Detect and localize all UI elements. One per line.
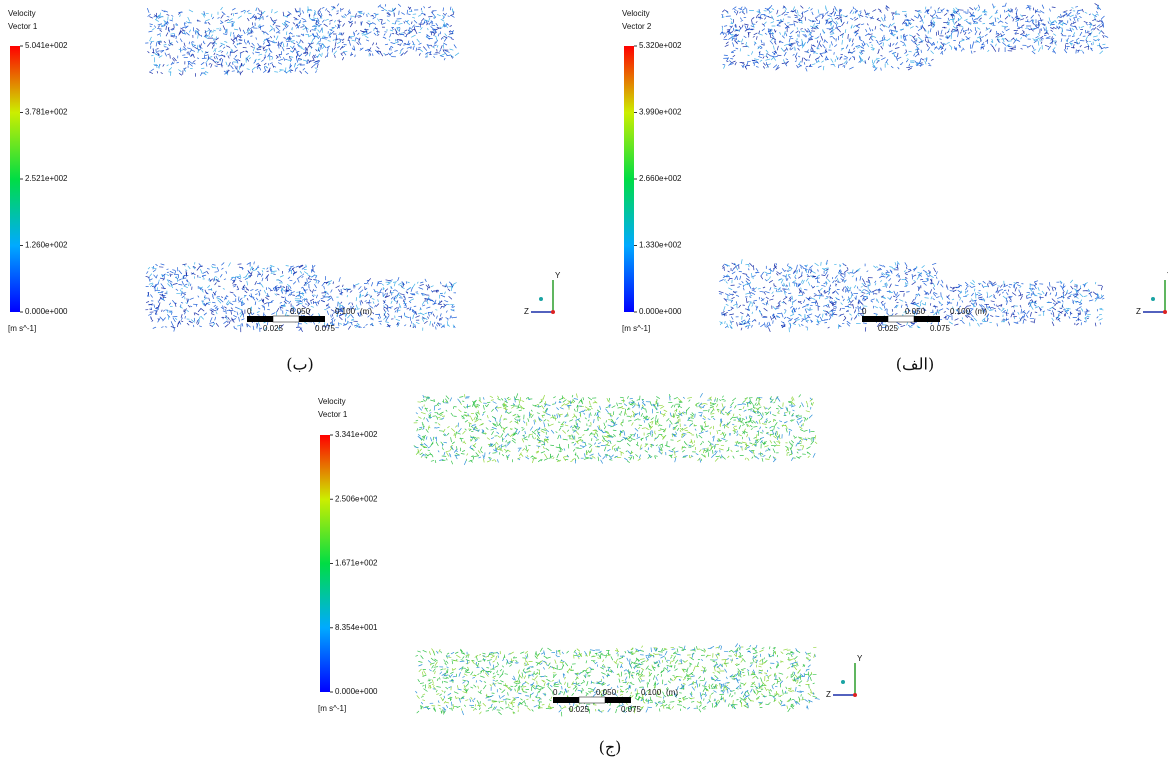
axis-x-dot bbox=[1151, 297, 1155, 301]
scale-block-white bbox=[888, 316, 914, 322]
colorbar-label: 1.330e+002 bbox=[639, 241, 682, 250]
scale-label: 0.075 bbox=[930, 324, 951, 333]
legend-subtitle: Vector 1 bbox=[8, 22, 38, 31]
scale-label: 0.075 bbox=[621, 705, 642, 714]
axis-x-dot bbox=[539, 297, 543, 301]
vector-arrows bbox=[148, 6, 455, 76]
scale-block bbox=[299, 316, 325, 322]
scale-label: 0 bbox=[247, 307, 252, 316]
colorbar-label: 3.781e+002 bbox=[25, 108, 68, 117]
axis-label: Z bbox=[524, 307, 529, 316]
scale-label: 0.025 bbox=[878, 324, 899, 333]
unit-label: [m s^-1] bbox=[622, 324, 650, 333]
unit-label: [m s^-1] bbox=[318, 704, 346, 713]
colorbar-label: 3.341e+002 bbox=[335, 430, 378, 439]
scale-label: 0.100 bbox=[641, 688, 662, 697]
colorbar-label: 2.660e+002 bbox=[639, 174, 682, 183]
colorbar-label: 2.521e+002 bbox=[25, 174, 68, 183]
caption: (ج) bbox=[599, 738, 622, 757]
vector-arrows bbox=[145, 4, 456, 76]
scale-block bbox=[914, 316, 940, 322]
vector-field bbox=[415, 643, 819, 716]
unit-label: [m s^-1] bbox=[8, 324, 36, 333]
colorbar-label: 0.000e+000 bbox=[639, 307, 682, 316]
scale-label: 0.050 bbox=[596, 688, 617, 697]
scale-label: 0.050 bbox=[905, 307, 926, 316]
colorbar-label: 1.260e+002 bbox=[25, 241, 68, 250]
colorbar-label: 3.990e+002 bbox=[639, 108, 682, 117]
scale-block-white bbox=[273, 316, 299, 322]
scale-label: 0.100 bbox=[335, 307, 356, 316]
scale-block bbox=[247, 316, 273, 322]
legend-title: Velocity bbox=[318, 397, 346, 406]
axis-label: Y bbox=[857, 654, 863, 663]
scale-label: 0.050 bbox=[290, 307, 311, 316]
colorbar-label: 5.320e+002 bbox=[639, 41, 682, 50]
colorbar-label: 5.041e+002 bbox=[25, 41, 68, 50]
scale-label: 0.100 bbox=[950, 307, 971, 316]
scale-label: (m) bbox=[975, 307, 987, 316]
scale-label: 0.075 bbox=[315, 324, 336, 333]
legend-subtitle: Vector 2 bbox=[622, 22, 652, 31]
axis-x-dot bbox=[841, 680, 845, 684]
axis-label: Y bbox=[555, 271, 561, 280]
axis-origin bbox=[551, 310, 555, 314]
scale-block-white bbox=[579, 697, 605, 703]
legend-subtitle: Vector 1 bbox=[318, 410, 348, 419]
scale-block bbox=[862, 316, 888, 322]
scale-label: (m) bbox=[360, 307, 372, 316]
legend-title: Velocity bbox=[8, 9, 36, 18]
scale-label: 0.025 bbox=[263, 324, 284, 333]
colorbar-label: 0.000e+000 bbox=[335, 687, 378, 696]
colorbar-label: 2.506e+002 bbox=[335, 494, 378, 503]
scale-label: 0 bbox=[862, 307, 867, 316]
colorbar-label: 1.671e+002 bbox=[335, 559, 378, 568]
caption: (الف) bbox=[896, 355, 934, 374]
scale-label: (m) bbox=[666, 688, 678, 697]
colorbar bbox=[10, 46, 20, 312]
vector-field bbox=[145, 4, 459, 77]
figure: Velocity Vector 1 5.041e+002 3.781e+002 2.52… bbox=[0, 0, 1168, 768]
axis-label: Z bbox=[826, 690, 831, 699]
colorbar bbox=[624, 46, 634, 312]
colorbar-label: 0.000e+000 bbox=[25, 307, 68, 316]
vector-field bbox=[414, 393, 817, 465]
scale-label: 0.025 bbox=[569, 705, 590, 714]
scale-block bbox=[605, 697, 631, 703]
caption: (ب) bbox=[286, 355, 314, 374]
vector-arrows bbox=[722, 3, 1104, 70]
vector-field bbox=[720, 3, 1108, 72]
axis-origin bbox=[853, 693, 857, 697]
vector-arrows bbox=[415, 643, 819, 715]
colorbar bbox=[320, 435, 330, 692]
legend-title: Velocity bbox=[622, 9, 650, 18]
axis-origin bbox=[1163, 310, 1167, 314]
scale-label: 0 bbox=[553, 688, 558, 697]
colorbar-label: 8.354e+001 bbox=[335, 623, 378, 632]
axis-label: Z bbox=[1136, 307, 1141, 316]
scale-block bbox=[553, 697, 579, 703]
